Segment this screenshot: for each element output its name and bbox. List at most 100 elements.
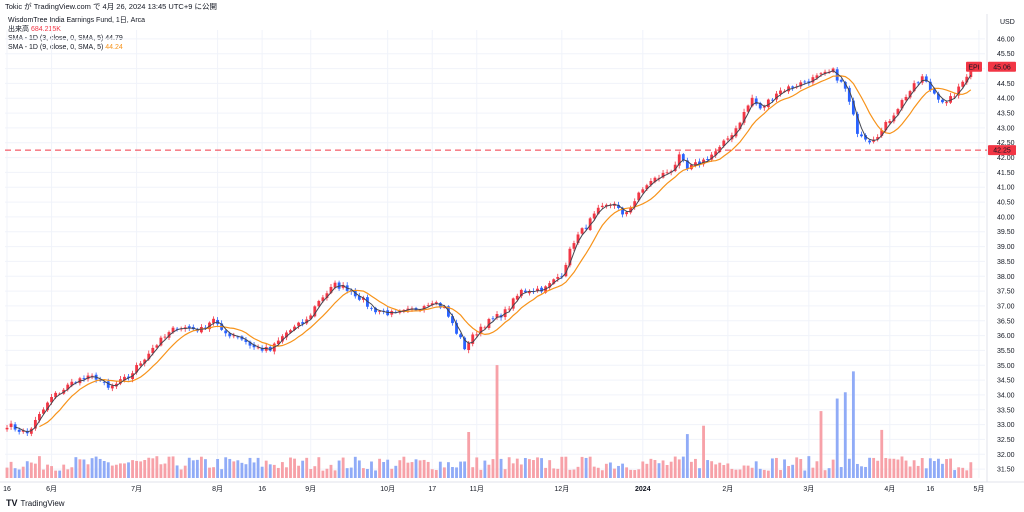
volume-bar [357, 460, 361, 478]
volume-bar [349, 467, 353, 478]
volume-bar [884, 457, 888, 478]
volume-bar [90, 458, 94, 478]
volume-bar [957, 467, 961, 478]
x-tick-label: 16 [258, 486, 266, 493]
volume-bar [851, 371, 855, 478]
volume-bar [803, 470, 807, 478]
volume-bar [746, 465, 750, 478]
candle-body [629, 207, 633, 213]
volume-bar [280, 462, 284, 478]
candle-body [843, 81, 847, 89]
volume-bar [127, 462, 130, 478]
volume-bar [58, 470, 62, 478]
volume-bar [151, 458, 155, 478]
y-tick-label: 42.50 [997, 140, 1015, 147]
candle-body [228, 333, 232, 337]
volume-bar [467, 432, 471, 478]
x-tick-label: 6月 [46, 485, 57, 493]
volume-bar [260, 466, 264, 478]
candle-body [746, 105, 750, 112]
x-tick-label: 9月 [305, 485, 316, 493]
volume-bar [333, 470, 337, 478]
volume-bar [823, 470, 827, 478]
candle-body [102, 381, 106, 383]
candle-body [511, 298, 515, 309]
volume-bar [386, 459, 390, 478]
volume-bar [576, 466, 580, 478]
volume-bar [118, 463, 122, 478]
volume-bar [285, 467, 288, 478]
candle-body [811, 77, 815, 83]
volume-bar [568, 469, 572, 478]
candle-body [698, 161, 701, 165]
x-tick-label: 5月 [973, 485, 984, 493]
candle-body [147, 353, 151, 360]
tradingview-logo[interactable]: TV TradingView [6, 498, 65, 508]
volume-bar [722, 465, 726, 478]
volume-bar [507, 457, 511, 478]
volume-bar [487, 464, 491, 478]
candle-body [256, 347, 260, 349]
volume-bar [831, 459, 835, 478]
tradingview-mark-icon: TV [6, 498, 18, 508]
y-tick-label: 35.50 [997, 348, 1015, 355]
candle-body [815, 75, 819, 79]
volume-bar [572, 469, 576, 478]
volume-bar [523, 458, 527, 478]
volume-bar [378, 458, 382, 478]
volume-bar [171, 456, 175, 478]
volume-bar [179, 469, 183, 478]
volume-bar [872, 457, 876, 478]
y-tick-label: 37.50 [997, 289, 1015, 296]
volume-bar [552, 468, 556, 478]
support-price-tag [988, 145, 1016, 156]
symbol-title[interactable]: WisdomTree India Earnings Fund, 1日, Arca [8, 17, 146, 24]
volume-legend[interactable]: 出来高 684.215K [8, 25, 145, 34]
candle-body [127, 376, 130, 378]
publish-header: Tokic が TradingView.com で 4月 26, 2024 13… [0, 0, 1024, 12]
candle-body [519, 289, 523, 297]
volume-bar [540, 458, 543, 478]
volume-bar [811, 467, 815, 478]
volume-bar [665, 465, 669, 478]
candle-body [876, 137, 880, 140]
candle-body [969, 66, 973, 78]
volume-bar [38, 456, 41, 478]
candle-body [766, 99, 770, 108]
y-tick-label: 40.00 [997, 214, 1015, 221]
volume-bar [961, 467, 965, 478]
candle-body [33, 419, 37, 429]
candle-body [426, 304, 430, 306]
y-tick-label: 34.50 [997, 378, 1015, 385]
volume-bar [783, 459, 786, 478]
x-tick-label: 16 [3, 486, 11, 493]
volume-bar [742, 465, 746, 478]
sma9-legend[interactable]: SMA - 1D (9, close, 0, SMA, 5) 44.24 [8, 43, 145, 52]
volume-value: 684.215K [30, 26, 61, 33]
candle-body [754, 98, 758, 105]
volume-bar [604, 463, 608, 478]
volume-bar [345, 468, 349, 478]
candle-body [920, 76, 924, 83]
candle-body [442, 307, 446, 309]
volume-bar [248, 457, 252, 478]
volume-bar [131, 460, 134, 478]
candle-body [135, 365, 139, 373]
volume-bar [187, 457, 191, 478]
y-tick-label: 33.00 [997, 422, 1015, 429]
candle-body [880, 130, 884, 136]
candle-body [483, 327, 487, 329]
y-tick-label: 41.50 [997, 170, 1015, 177]
volume-bar [414, 459, 418, 478]
candle-body [50, 397, 53, 403]
candle-body [268, 346, 272, 351]
candle-body [617, 204, 620, 209]
volume-bar [564, 456, 568, 478]
candle-body [924, 76, 928, 82]
volume-bar [25, 461, 29, 478]
volume-label: 出来高 [8, 26, 29, 33]
candle-body [447, 306, 450, 317]
symbol-tag [966, 61, 982, 72]
volume-bar [102, 460, 106, 478]
